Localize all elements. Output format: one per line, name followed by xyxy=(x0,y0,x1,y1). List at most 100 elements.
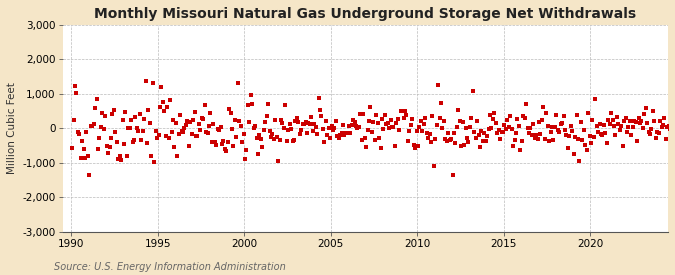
Point xyxy=(130,115,141,119)
Point xyxy=(581,148,592,152)
Point xyxy=(356,138,367,142)
Point xyxy=(263,102,273,106)
Point xyxy=(147,80,158,85)
Point xyxy=(574,159,585,163)
Point xyxy=(237,140,248,144)
Point xyxy=(332,134,343,139)
Point xyxy=(610,133,621,137)
Point xyxy=(326,124,337,128)
Point xyxy=(452,124,462,129)
Point xyxy=(68,118,79,122)
Point xyxy=(104,145,115,149)
Point xyxy=(431,123,442,128)
Point xyxy=(151,129,161,133)
Point xyxy=(491,121,502,126)
Point xyxy=(307,128,318,133)
Point xyxy=(236,123,246,128)
Point xyxy=(417,129,428,133)
Point xyxy=(101,144,112,148)
Point xyxy=(313,96,324,100)
Point xyxy=(377,117,387,122)
Point xyxy=(148,160,159,165)
Point xyxy=(657,123,668,127)
Point xyxy=(557,121,568,126)
Point xyxy=(406,123,416,127)
Point xyxy=(67,145,78,150)
Point xyxy=(400,109,410,114)
Point xyxy=(127,140,138,145)
Y-axis label: Million Cubic Feet: Million Cubic Feet xyxy=(7,82,17,174)
Point xyxy=(378,127,389,131)
Point xyxy=(248,126,259,130)
Point xyxy=(117,118,128,122)
Point xyxy=(578,128,589,132)
Point xyxy=(529,136,540,140)
Point xyxy=(336,131,347,135)
Point xyxy=(532,137,543,142)
Point xyxy=(214,128,225,132)
Point xyxy=(321,119,331,123)
Point xyxy=(267,132,278,136)
Point xyxy=(123,126,134,131)
Point xyxy=(238,132,249,136)
Point xyxy=(549,125,560,129)
Point xyxy=(119,142,130,147)
Point xyxy=(159,109,169,114)
Point xyxy=(346,123,357,127)
Point xyxy=(97,111,108,115)
Point xyxy=(215,125,226,129)
Point xyxy=(430,137,441,141)
Point xyxy=(242,103,253,107)
Point xyxy=(344,123,354,128)
Point xyxy=(416,119,427,123)
Point xyxy=(571,112,582,117)
Point xyxy=(481,139,491,144)
Point xyxy=(535,131,546,136)
Point xyxy=(103,151,113,155)
Point xyxy=(425,140,436,145)
Point xyxy=(508,144,518,148)
Point xyxy=(244,119,254,124)
Point xyxy=(274,138,285,142)
Point xyxy=(454,119,465,123)
Point xyxy=(467,89,478,93)
Point xyxy=(464,125,475,129)
Point xyxy=(477,139,488,144)
Point xyxy=(604,122,615,127)
Point xyxy=(601,141,612,145)
Point xyxy=(142,141,153,145)
Point xyxy=(561,133,572,137)
Point xyxy=(205,111,216,115)
Point xyxy=(186,131,197,136)
Point xyxy=(360,144,371,149)
Point xyxy=(649,119,659,123)
Point xyxy=(661,137,672,141)
Point xyxy=(296,128,306,132)
Point xyxy=(495,137,506,141)
Point xyxy=(259,128,269,132)
Point xyxy=(441,139,452,144)
Point xyxy=(192,134,203,139)
Point xyxy=(162,105,173,109)
Point xyxy=(76,156,86,160)
Point xyxy=(659,116,670,121)
Point xyxy=(369,138,380,142)
Point xyxy=(155,105,165,110)
Point xyxy=(627,125,638,129)
Point xyxy=(433,82,443,87)
Point xyxy=(619,119,630,123)
Point xyxy=(449,131,460,136)
Point xyxy=(637,126,648,131)
Point xyxy=(365,105,376,109)
Point xyxy=(421,131,432,135)
Point xyxy=(545,130,556,134)
Point xyxy=(572,137,583,141)
Point xyxy=(306,115,317,119)
Point xyxy=(196,116,207,120)
Point xyxy=(199,103,210,108)
Point xyxy=(630,120,641,124)
Point xyxy=(86,124,97,128)
Point xyxy=(485,113,495,117)
Point xyxy=(520,101,531,106)
Point xyxy=(107,112,118,116)
